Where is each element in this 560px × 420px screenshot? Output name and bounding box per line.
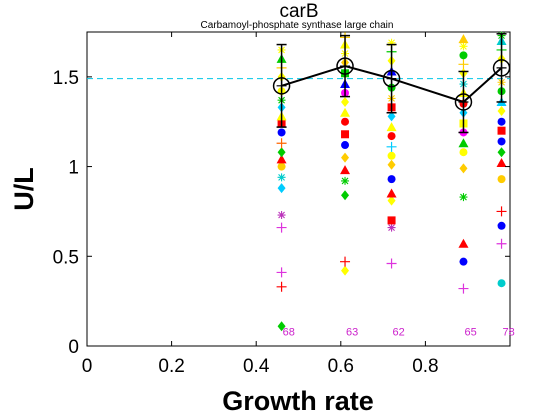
sample-point <box>497 117 506 126</box>
sample-point <box>459 257 468 266</box>
sample-point <box>458 283 469 294</box>
sample-point <box>459 148 468 157</box>
y-axis-ticks: 0 0.5 1 1.5 <box>53 68 510 358</box>
sample-point <box>341 190 350 201</box>
y-tick-label: 0 <box>68 337 79 358</box>
mean-point-cross <box>386 73 397 84</box>
mean-series-group <box>272 33 511 134</box>
x-tick-label: 0 <box>82 356 93 377</box>
sample-point <box>277 321 286 332</box>
sample-count-label: 63 <box>346 327 358 339</box>
sample-point <box>458 238 469 248</box>
sample-point <box>496 238 507 249</box>
sample-counts-group: 68 63 62 65 78 <box>283 327 515 339</box>
sample-point <box>341 130 350 139</box>
sample-point <box>458 138 469 148</box>
sample-point <box>386 188 397 198</box>
sample-point <box>458 59 469 70</box>
y-tick-label: 1.5 <box>53 68 79 89</box>
sample-point <box>277 147 286 158</box>
x-axis-ticks: 0 0.2 0.4 0.6 0.8 <box>82 32 439 377</box>
sample-point <box>459 51 468 60</box>
mean-point-cross <box>276 80 287 91</box>
sample-point <box>497 279 506 288</box>
sample-point <box>341 117 350 126</box>
mean-point <box>336 57 354 75</box>
x-axis-label: Growth rate <box>222 386 374 416</box>
sample-point <box>340 107 351 117</box>
sample-point <box>496 206 507 217</box>
x-tick-label: 0.6 <box>328 356 354 377</box>
sample-count-label: 62 <box>393 327 405 339</box>
sample-point <box>387 159 396 170</box>
sample-point <box>341 141 350 150</box>
sample-point <box>386 258 397 269</box>
x-tick-label: 0.4 <box>243 356 270 377</box>
x-tick-label: 0.8 <box>412 356 438 377</box>
sample-point <box>276 267 287 278</box>
sample-point <box>496 157 507 167</box>
sample-point <box>458 34 469 44</box>
sample-point <box>387 38 396 47</box>
chart-title: carB <box>279 1 318 22</box>
sample-point <box>497 221 506 230</box>
sample-point <box>276 222 287 233</box>
sample-point <box>459 193 468 202</box>
sample-point <box>497 147 506 158</box>
sample-point <box>387 151 396 160</box>
mean-point-cross <box>340 61 351 72</box>
sample-point <box>387 223 396 232</box>
sample-point <box>387 216 396 225</box>
sample-count-label: 68 <box>283 327 295 339</box>
mean-point <box>382 69 401 88</box>
sample-point <box>387 111 396 122</box>
sample-point <box>387 195 396 206</box>
sample-point <box>387 175 396 184</box>
sample-point <box>497 175 506 184</box>
sample-point <box>341 152 350 163</box>
sample-count-label: 65 <box>464 327 476 339</box>
sample-point <box>341 265 350 276</box>
sample-point <box>386 122 397 132</box>
sample-point <box>276 281 287 292</box>
sample-point <box>459 163 468 174</box>
mean-point <box>272 77 291 95</box>
sample-point <box>276 154 287 164</box>
chart-subtitle: Carbamoyl-phosphate synthase large chain <box>201 20 394 31</box>
sample-point <box>277 211 286 220</box>
sample-point <box>341 96 350 107</box>
mean-point-cross <box>458 96 469 107</box>
mean-point <box>454 93 473 111</box>
sample-point <box>459 42 468 51</box>
sample-point <box>341 176 350 185</box>
sample-point <box>386 141 397 152</box>
sample-point <box>340 165 351 175</box>
mean-point-cross <box>496 62 507 73</box>
sample-point <box>340 256 351 267</box>
y-axis-label: U/L <box>9 167 39 211</box>
sample-point <box>276 138 287 149</box>
sample-point <box>277 173 286 182</box>
sample-point <box>277 162 286 171</box>
plot-area <box>86 31 511 347</box>
y-tick-label: 1 <box>68 158 79 179</box>
sample-point <box>277 183 286 194</box>
sample-point <box>497 126 506 135</box>
mean-point <box>492 59 511 77</box>
x-tick-label: 0.2 <box>158 356 184 377</box>
sample-point <box>387 132 396 141</box>
sample-point <box>277 128 286 137</box>
sample-count-label: 78 <box>503 327 515 339</box>
y-tick-label: 0.5 <box>53 247 79 268</box>
sample-point <box>497 105 506 116</box>
sample-point <box>497 137 506 146</box>
